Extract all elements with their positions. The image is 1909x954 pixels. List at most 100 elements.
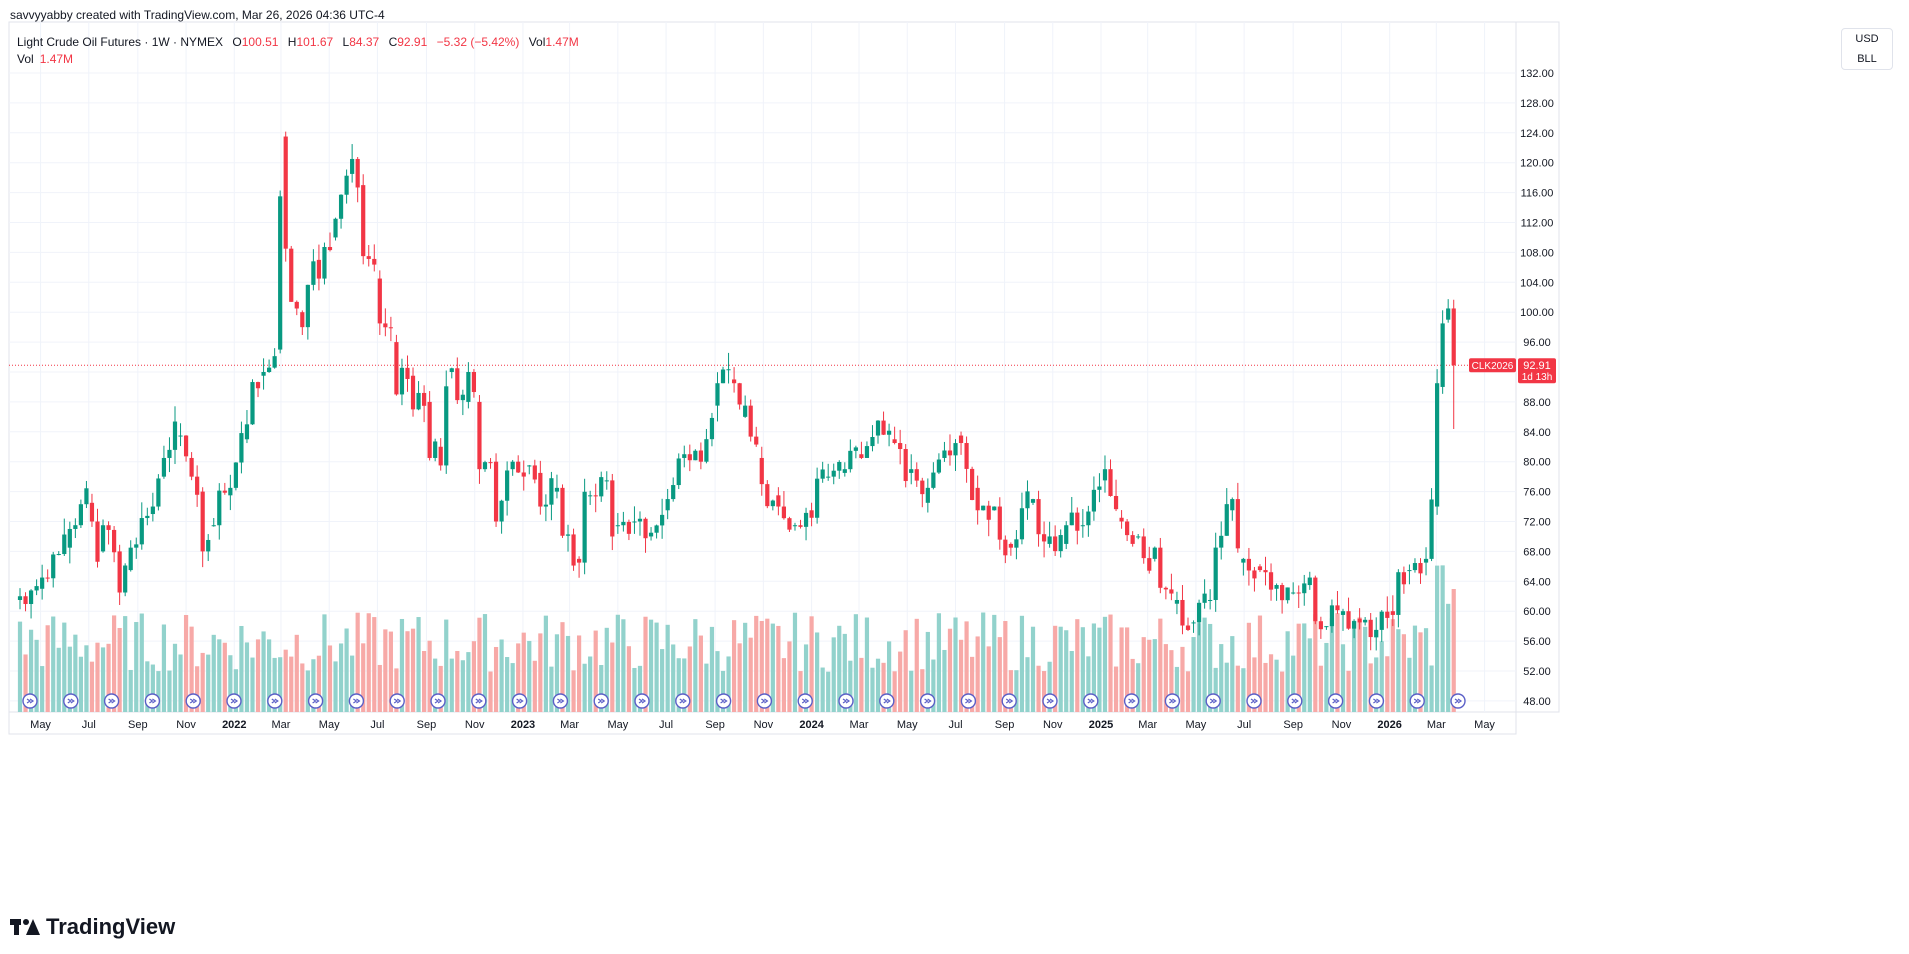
time-tick-label: 2025 bbox=[1089, 719, 1113, 731]
volume-bar bbox=[1390, 619, 1395, 712]
volume-bar bbox=[1003, 621, 1008, 712]
event-marker[interactable] bbox=[960, 693, 977, 709]
candle-body bbox=[1196, 602, 1202, 623]
event-marker[interactable] bbox=[797, 693, 813, 709]
candle-body bbox=[842, 469, 847, 473]
volume-bar bbox=[444, 619, 449, 712]
event-marker[interactable] bbox=[22, 693, 38, 709]
candle-body bbox=[17, 596, 23, 600]
event-marker[interactable] bbox=[103, 693, 120, 709]
event-marker[interactable] bbox=[267, 693, 283, 709]
volume-pane-label[interactable]: Vol bbox=[17, 52, 34, 66]
event-marker[interactable] bbox=[879, 693, 895, 709]
event-marker[interactable] bbox=[348, 693, 365, 709]
volume-bar bbox=[1185, 671, 1191, 712]
event-marker[interactable] bbox=[838, 693, 854, 709]
volume-bar bbox=[648, 619, 654, 712]
volume-bar bbox=[1196, 623, 1202, 712]
event-marker[interactable] bbox=[715, 693, 732, 709]
volume-bar bbox=[626, 646, 632, 712]
volume-bar bbox=[848, 660, 853, 712]
candle-body bbox=[1169, 589, 1174, 594]
candle-body bbox=[505, 470, 510, 501]
candle-body bbox=[610, 480, 615, 537]
volume-bar bbox=[427, 640, 432, 712]
event-marker[interactable] bbox=[389, 693, 405, 709]
event-marker[interactable] bbox=[1123, 693, 1140, 709]
volume-bar bbox=[1440, 565, 1445, 712]
event-marker[interactable] bbox=[1287, 693, 1303, 709]
time-tick-label: May bbox=[897, 719, 918, 731]
event-marker[interactable] bbox=[1327, 693, 1344, 709]
candle-body bbox=[211, 525, 216, 527]
event-marker[interactable] bbox=[63, 693, 79, 709]
legend-symbol[interactable]: Light Crude Oil Futures · 1W · NYMEX bbox=[17, 35, 224, 49]
price-tick-label: 80.00 bbox=[1523, 457, 1551, 469]
volume-bar bbox=[322, 614, 327, 712]
candle-body bbox=[958, 435, 964, 444]
candle-body bbox=[106, 525, 111, 530]
volume-bar bbox=[1174, 666, 1180, 712]
candle-body bbox=[660, 514, 665, 526]
candle-body bbox=[1357, 618, 1362, 623]
event-marker[interactable] bbox=[756, 693, 773, 709]
candle-body bbox=[881, 420, 886, 435]
event-marker[interactable] bbox=[1083, 693, 1099, 709]
time-tick-label: Sep bbox=[417, 719, 437, 731]
time-tick-label: 2026 bbox=[1377, 719, 1401, 731]
price-tick-label: 84.00 bbox=[1523, 427, 1551, 439]
event-marker[interactable] bbox=[1246, 693, 1262, 709]
tradingview-brand[interactable]: TradingView bbox=[10, 914, 175, 940]
event-marker[interactable] bbox=[1164, 693, 1181, 709]
volume-bar bbox=[1446, 603, 1451, 712]
event-marker[interactable] bbox=[675, 693, 691, 709]
volume-bar bbox=[1374, 657, 1379, 712]
candle-body bbox=[1069, 512, 1074, 526]
volume-bar bbox=[1385, 656, 1390, 712]
volume-bar bbox=[1058, 626, 1063, 712]
volume-bar bbox=[1274, 659, 1279, 712]
event-marker[interactable] bbox=[919, 693, 936, 709]
currency-label[interactable]: USD bbox=[1855, 33, 1879, 45]
event-icon bbox=[230, 698, 239, 704]
event-marker[interactable] bbox=[511, 693, 528, 709]
volume-bar bbox=[449, 658, 454, 712]
volume-bar bbox=[726, 656, 731, 712]
unit-label[interactable]: BLL bbox=[1857, 53, 1877, 65]
candle-body bbox=[1036, 499, 1041, 535]
event-marker[interactable] bbox=[1409, 693, 1425, 709]
volume-bars bbox=[17, 565, 1456, 712]
event-markers bbox=[22, 693, 1466, 709]
volume-bar bbox=[1019, 615, 1025, 712]
volume-bar bbox=[250, 657, 255, 712]
event-marker[interactable] bbox=[471, 693, 487, 709]
event-marker[interactable] bbox=[144, 693, 161, 709]
candle-body bbox=[826, 476, 831, 478]
event-marker[interactable] bbox=[1450, 693, 1466, 709]
event-marker[interactable] bbox=[1042, 693, 1058, 709]
legend-volume-label: Vol bbox=[528, 35, 546, 49]
candle-body bbox=[925, 487, 930, 503]
volume-bar bbox=[1307, 638, 1312, 712]
event-marker[interactable] bbox=[593, 693, 609, 709]
currency-unit-selector[interactable]: USD BLL bbox=[1841, 28, 1893, 70]
volume-bar bbox=[438, 665, 443, 712]
volume-bar bbox=[350, 655, 355, 712]
event-marker[interactable] bbox=[552, 693, 569, 709]
event-icon bbox=[1291, 698, 1299, 704]
event-marker[interactable] bbox=[307, 693, 324, 709]
volume-bar bbox=[1119, 627, 1124, 712]
event-marker[interactable] bbox=[1001, 693, 1017, 709]
countdown-tag: 1d 13h bbox=[1522, 372, 1553, 383]
candle-body bbox=[1219, 535, 1224, 548]
event-marker[interactable] bbox=[1368, 693, 1385, 709]
candle-body bbox=[1407, 570, 1412, 572]
candle-body bbox=[953, 443, 958, 456]
event-marker[interactable] bbox=[226, 693, 242, 709]
event-marker[interactable] bbox=[185, 693, 201, 709]
event-marker[interactable] bbox=[634, 693, 650, 709]
volume-bar bbox=[792, 612, 798, 712]
event-marker[interactable] bbox=[1205, 693, 1221, 709]
event-marker[interactable] bbox=[430, 693, 446, 709]
